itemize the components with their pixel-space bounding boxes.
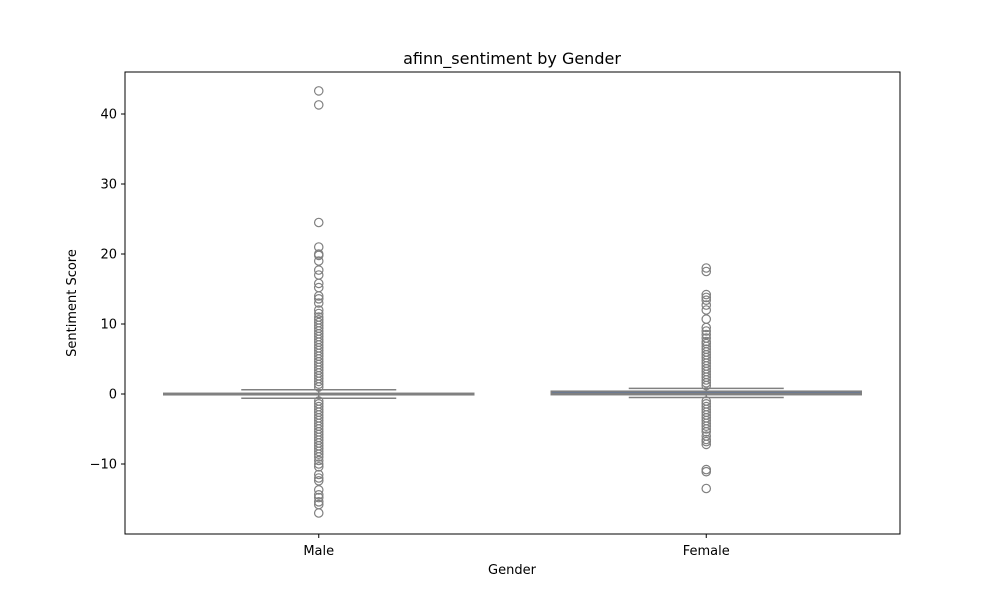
- outlier-point: [701, 329, 712, 340]
- outlier-point: [313, 473, 324, 483]
- outlier-point: [313, 265, 324, 275]
- outlier-point: [701, 295, 712, 305]
- outlier-point: [313, 376, 324, 387]
- x-axis: Male Female: [303, 534, 730, 559]
- outlier-point: [313, 485, 324, 495]
- outlier-point: [701, 263, 712, 273]
- y-tick-label: 30: [100, 178, 117, 193]
- box-group-female: [550, 263, 862, 494]
- outlier-point: [313, 308, 324, 319]
- y-tick-label: 10: [100, 318, 117, 333]
- outlier-point: [701, 266, 712, 277]
- outlier-point: [313, 469, 324, 480]
- outlier-point: [701, 322, 712, 333]
- plot-area: [163, 86, 862, 518]
- outlier-point: [313, 492, 324, 503]
- outlier-point: [313, 452, 324, 462]
- outlier-point: [313, 475, 324, 486]
- outlier-point: [701, 466, 712, 477]
- outlier-point: [313, 489, 324, 500]
- outlier-point: [313, 449, 324, 459]
- y-tick-label: −10: [90, 458, 117, 473]
- outlier-point: [313, 100, 324, 110]
- outlier-point: [313, 298, 324, 308]
- box-group-male: [163, 86, 475, 518]
- outlier-point: [701, 483, 712, 494]
- outlier-point: [701, 375, 712, 385]
- outlier-point: [313, 461, 324, 472]
- outlier-point: [313, 278, 324, 289]
- outlier-point: [313, 496, 324, 507]
- outlier-point: [313, 86, 324, 96]
- outlier-point: [701, 426, 712, 437]
- outlier-point: [313, 291, 324, 301]
- axes-frame: [124, 71, 901, 535]
- outlier-point: [313, 305, 324, 315]
- outlier-point: [313, 508, 324, 518]
- outlier-point: [313, 382, 324, 392]
- y-axis-label: Sentiment Score: [65, 249, 80, 357]
- outlier-point: [701, 289, 712, 300]
- y-tick-label: 0: [109, 388, 117, 403]
- y-tick-label: 20: [100, 248, 117, 263]
- outlier-point: [701, 292, 712, 303]
- outlier-point: [313, 446, 324, 457]
- x-tick-label: Male: [303, 544, 334, 559]
- outlier-point: [313, 256, 324, 266]
- outlier-point: [313, 250, 324, 261]
- chart-title: afinn_sentiment by Gender: [403, 49, 621, 69]
- outlier-point: [313, 293, 324, 304]
- outlier-point: [701, 436, 712, 447]
- outlier-point: [701, 326, 712, 336]
- outlier-point: [701, 377, 712, 388]
- outlier-point: [701, 380, 712, 391]
- outlier-point: [701, 424, 712, 434]
- outlier-point: [701, 305, 712, 315]
- outlier-point: [313, 455, 324, 466]
- x-tick-label: Female: [683, 544, 730, 559]
- outlier-point: [313, 379, 324, 389]
- outlier-point: [701, 421, 712, 431]
- outlier-point: [313, 459, 324, 469]
- outlier-point: [701, 439, 712, 450]
- outlier-point: [313, 217, 324, 228]
- y-axis: −10 0 10 20 30 40: [90, 108, 125, 473]
- outlier-point: [701, 300, 712, 310]
- y-tick-label: 40: [100, 108, 117, 123]
- x-axis-label: Gender: [488, 563, 537, 578]
